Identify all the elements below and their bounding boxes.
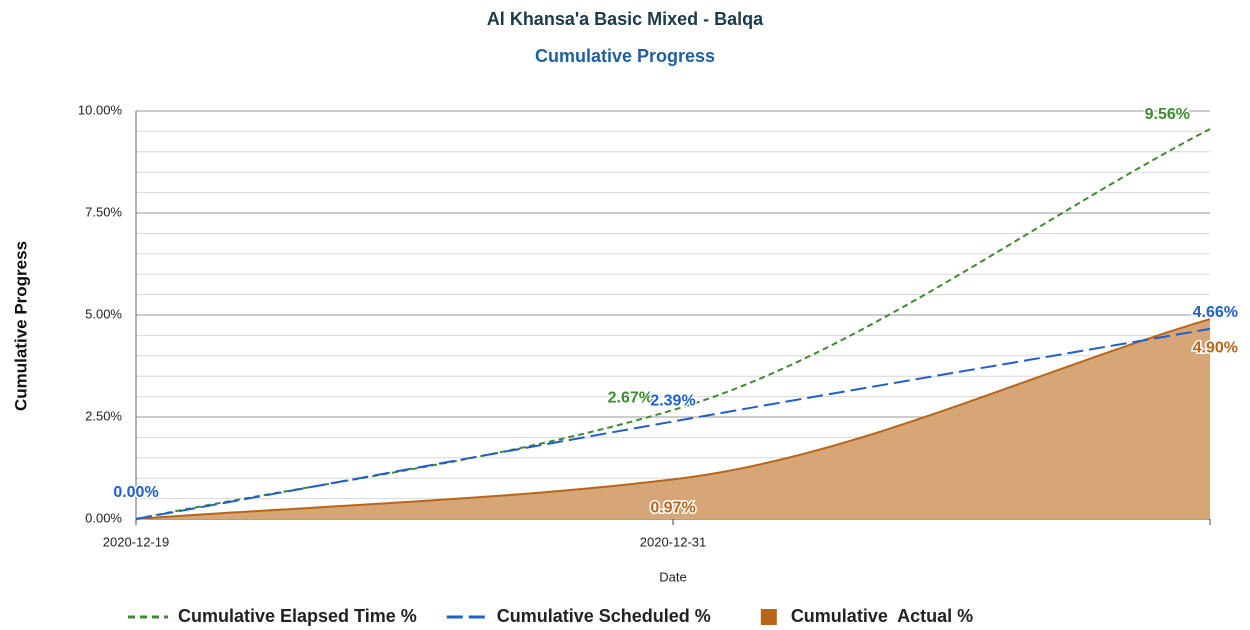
legend-label: Cumulative Actual % [791,606,973,626]
data-label: 4.90% [1193,339,1238,356]
y-tick-label: 5.00% [85,306,122,321]
chart-subtitle: Cumulative Progress [535,46,715,66]
data-label: 2.39% [650,393,695,410]
line [135,327,1211,520]
y-tick-label: 10.00% [78,102,123,117]
legend-swatch [760,609,777,625]
y-tick-label: 7.50% [85,204,122,219]
x-tick-label: 2020-12-19 [103,534,170,549]
line [135,128,1211,520]
y-tick-label: 2.50% [85,408,122,423]
legend: Cumulative Elapsed Time % Cumulative Sche… [128,606,973,626]
legend-label: Cumulative Elapsed Time % [178,606,417,626]
data-label: 0.97% [650,500,695,517]
x-tick-label: 2020-12-31 [640,534,707,549]
data-label: 2.67% [608,389,653,406]
data-label: 0.00% [113,484,158,501]
data-label: 4.66% [1193,304,1238,321]
x-axis-label: Date [659,569,686,584]
area [136,319,1210,519]
legend-label: Cumulative Scheduled % [497,606,711,626]
chart-title: Al Khansa'a Basic Mixed - Balqa [487,9,764,29]
y-axis-label: Cumulative Progress [11,241,30,411]
area-line [135,318,1211,520]
y-tick-label: 0.00% [85,510,122,525]
data-label: 9.56% [1145,106,1190,123]
